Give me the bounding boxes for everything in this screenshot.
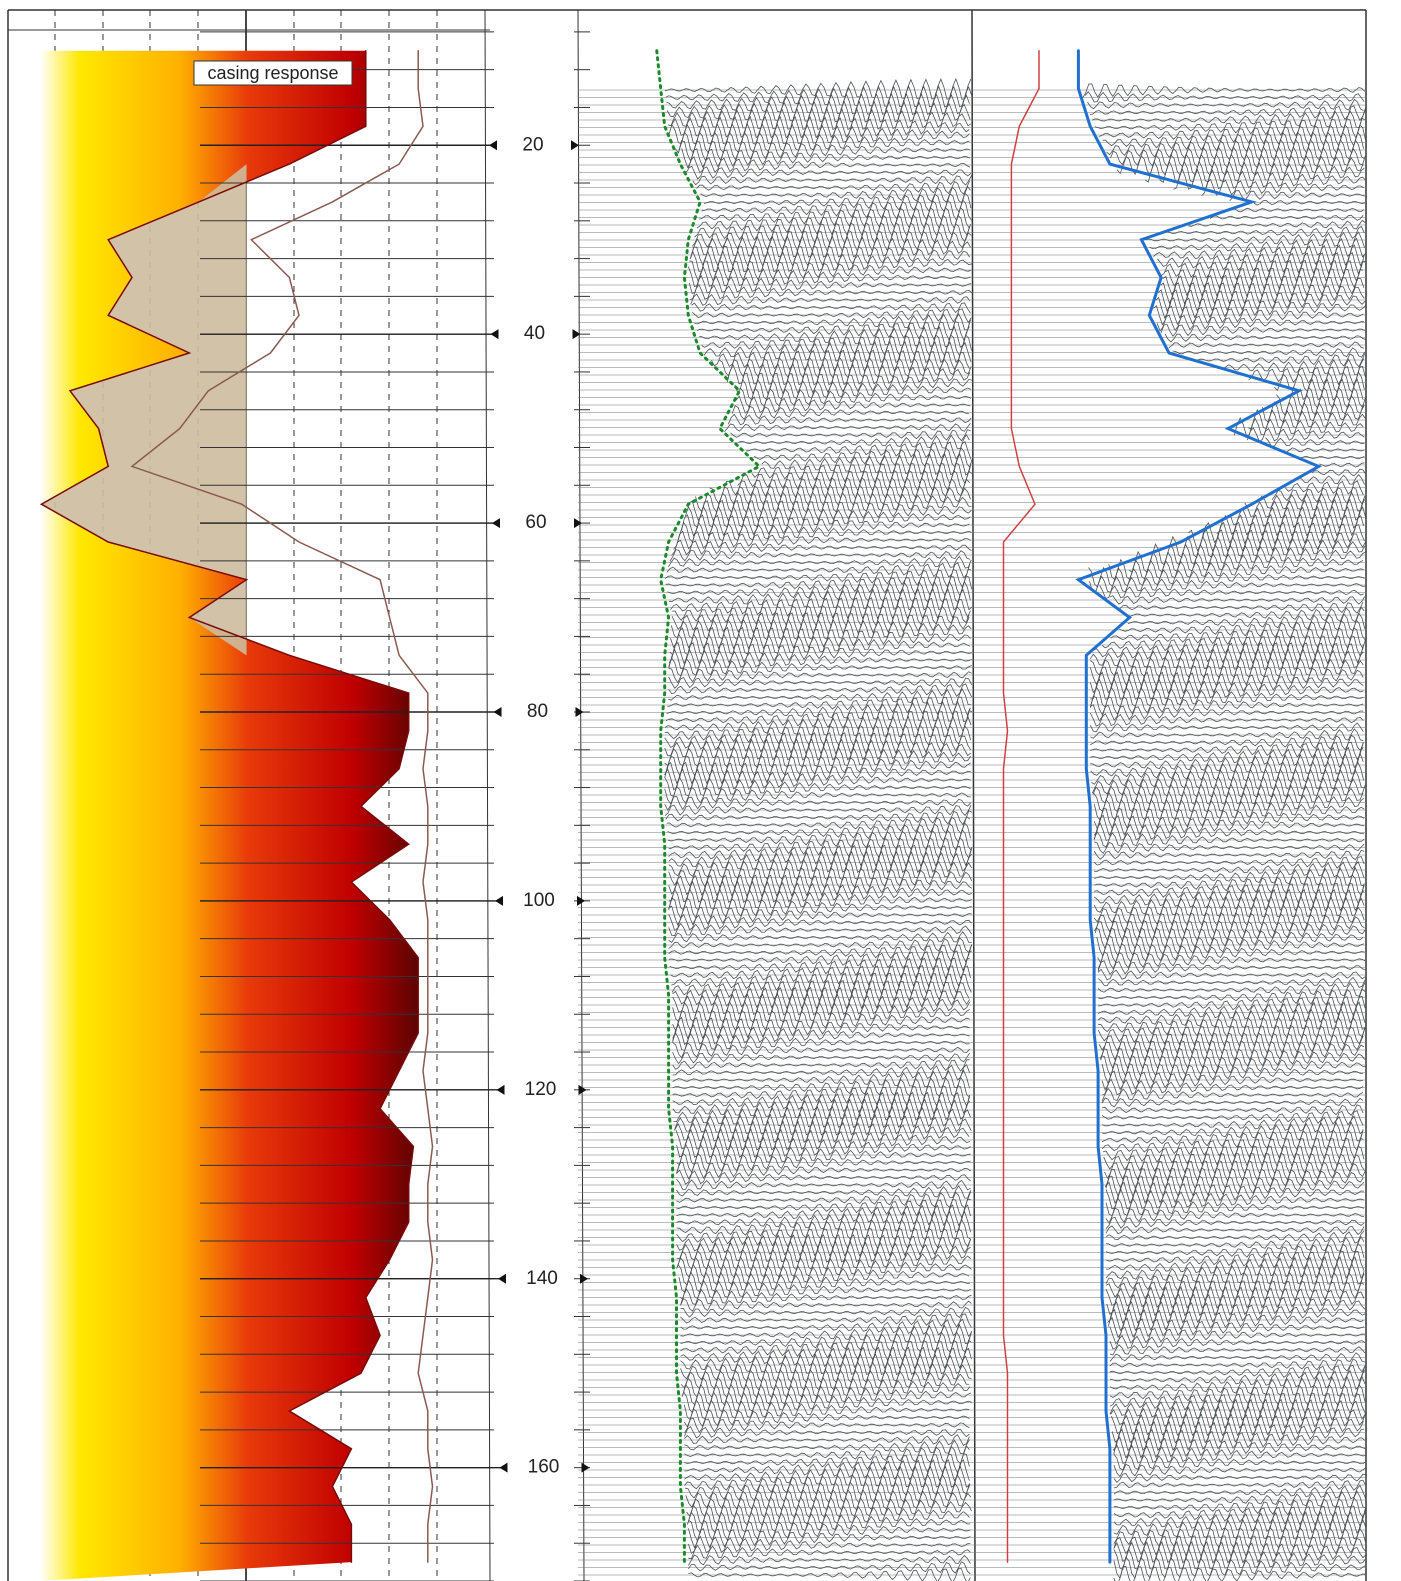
waveform-trace (677, 1179, 971, 1190)
tick-arrow (576, 707, 584, 717)
y-tick-label: 20 (522, 134, 543, 155)
waveform-trace (1106, 1231, 1364, 1243)
waveform-trace (1165, 334, 1366, 342)
waveform-trace (1161, 261, 1365, 282)
waveform-trace (1247, 428, 1364, 442)
waveform-trace (1100, 586, 1364, 599)
tick-arrow (491, 329, 499, 339)
waveform-trace (1114, 1474, 1366, 1483)
waveform-trace (1102, 1138, 1363, 1158)
y-tick-label: 60 (525, 512, 546, 533)
waveform-trace (1114, 1445, 1366, 1463)
waveform-trace (1102, 1111, 1363, 1126)
y-tick-label: 120 (525, 1079, 557, 1100)
well-log-chart: casing response 20 40 60 80 100 120 140 160 (0, 0, 1401, 1581)
waveform-trace (1110, 1359, 1365, 1372)
waveform-trace (1114, 1454, 1366, 1470)
tick-arrow (574, 518, 582, 528)
fill-layer (38, 51, 418, 1581)
waveform-trace (1100, 1041, 1364, 1062)
waveform-trace (1090, 106, 1366, 121)
waveform-trace (666, 87, 972, 107)
waveform-texture (578, 79, 972, 1581)
waveform-trace (691, 294, 970, 305)
waveform-texture (972, 84, 1366, 1581)
page: casing response 20406080100120140160 (()… (0, 0, 1401, 1581)
waveform-trace (1090, 576, 1366, 593)
waveform-trace (1094, 808, 1364, 828)
waveform-trace (1114, 1464, 1366, 1476)
tick-arrow (498, 1274, 506, 1284)
waveform-trace (671, 619, 971, 640)
waveform-trace (1101, 1048, 1365, 1068)
tick-arrow (492, 518, 500, 528)
annotation: casing response (207, 63, 338, 83)
waveform-trace (1110, 1365, 1365, 1381)
waveform-trace (668, 689, 971, 705)
waveform-trace (669, 932, 972, 943)
waveform-trace (1106, 1176, 1364, 1196)
tick-arrow (497, 1085, 505, 1095)
y-tick-label: 80 (527, 701, 548, 722)
waveform-trace (746, 442, 971, 460)
waveform-trace (1230, 191, 1365, 201)
waveform-trace (688, 1545, 970, 1558)
y-tick-label: 40 (524, 323, 545, 344)
waveform-trace (1090, 713, 1363, 726)
waveform-trace (673, 1060, 970, 1071)
waveform-trace (1094, 643, 1364, 664)
waveform-trace (1106, 1264, 1364, 1284)
waveform-trace (669, 684, 972, 697)
waveform-trace (677, 1199, 971, 1217)
waveform-trace (1223, 359, 1364, 375)
waveform-trace (738, 435, 969, 449)
tick-arrow (571, 140, 579, 150)
waveform-trace (671, 966, 971, 986)
tick-arrow (489, 140, 497, 150)
waveform-trace (677, 1186, 971, 1198)
tick-arrow (495, 896, 503, 906)
y-tick-label: 160 (528, 1457, 560, 1478)
tick-arrow (500, 1463, 508, 1473)
waveform-trace (665, 717, 971, 737)
waveform-trace (669, 668, 972, 682)
y-tick-label: 140 (526, 1268, 558, 1289)
waveform-trace (1106, 1208, 1364, 1223)
waveform-trace (1098, 969, 1365, 979)
waveform-trace (1098, 983, 1365, 997)
waveform-trace (1094, 823, 1364, 841)
waveform-trace (1085, 92, 1364, 102)
y-tick-label: 100 (523, 890, 555, 911)
waveform-trace (1106, 1217, 1364, 1229)
tick-arrow (582, 1463, 590, 1473)
waveform-trace (672, 613, 969, 634)
waveform-trace (669, 924, 972, 936)
waveform-trace (1090, 735, 1363, 750)
waveform-trace (665, 787, 971, 804)
waveform-trace (1157, 315, 1364, 331)
waveform-trace (1265, 438, 1364, 447)
waveform-trace (681, 1289, 972, 1305)
waveform-trace (1299, 475, 1365, 485)
waveform-trace (1083, 84, 1365, 98)
waveform-trace (1090, 742, 1363, 759)
tick-arrow (494, 707, 502, 717)
waveform-trace (728, 414, 971, 424)
waveform-trace (665, 805, 971, 816)
waveform-trace (669, 914, 972, 931)
waveform-trace (682, 148, 970, 167)
